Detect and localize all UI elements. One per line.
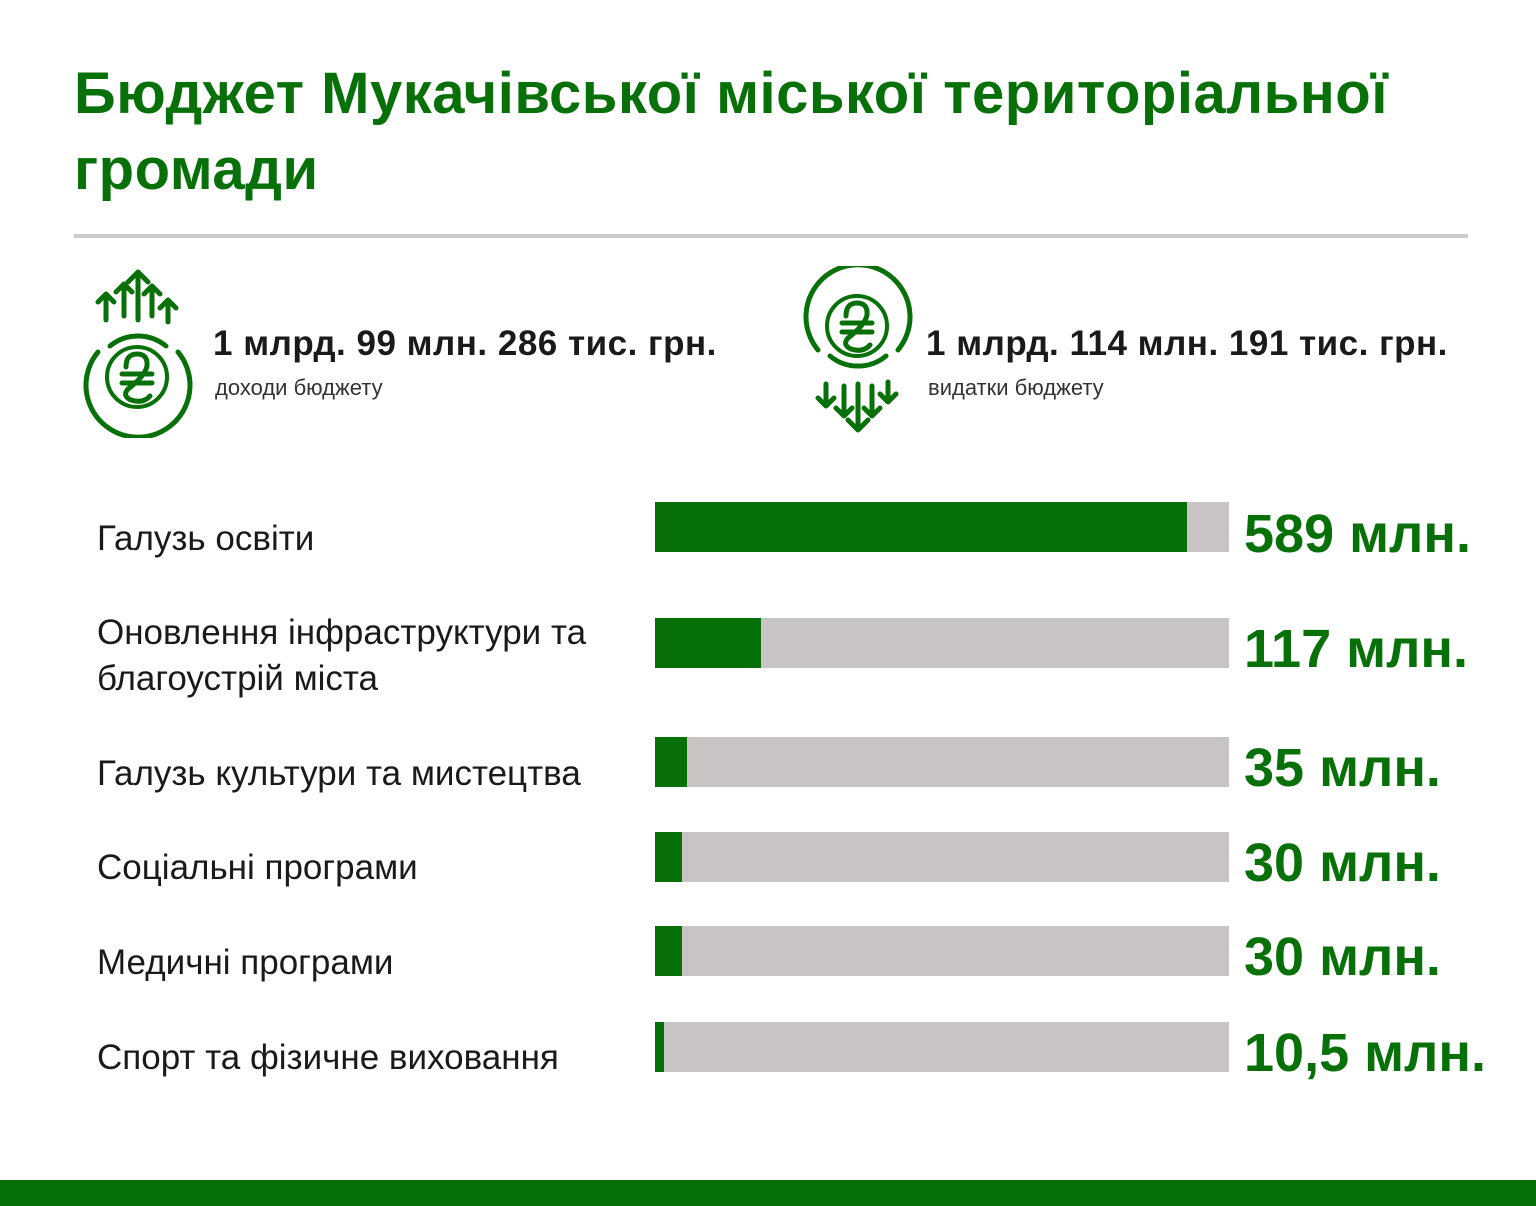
bar-track [655, 737, 1229, 787]
hryvnia-coin-arrows-down-icon [796, 262, 920, 443]
bar-track [655, 618, 1229, 668]
bar-value-label: 10,5 млн. [1244, 1023, 1486, 1083]
bar [655, 832, 682, 882]
bar-track [655, 926, 1229, 976]
bar [655, 618, 761, 668]
income-label: доходи бюджету [215, 375, 383, 400]
title-divider [74, 234, 1468, 238]
expenses-value: 1 млрд. 114 млн. 191 тис. грн. [926, 324, 1448, 363]
category-label: Оновлення інфраструктури та благоустрій … [97, 613, 587, 698]
bar-value-label: 117 млн. [1244, 619, 1468, 679]
bar [655, 926, 682, 976]
bar-value-label: 30 млн. [1244, 927, 1441, 987]
hryvnia-coin-arrows-up-icon [76, 266, 200, 443]
bar-value-label: 35 млн. [1244, 738, 1441, 798]
bar [655, 502, 1187, 552]
bar-value-label: 589 млн. [1244, 504, 1471, 564]
category-label: Галузь освіти [97, 519, 315, 558]
income-value: 1 млрд. 99 млн. 286 тис. грн. [213, 324, 717, 363]
category-label: Галузь культури та мистецтва [97, 754, 581, 793]
category-label: Медичні програми [97, 943, 394, 982]
footer-bar [0, 1180, 1536, 1206]
category-label: Спорт та фізичне виховання [97, 1038, 559, 1077]
bar [655, 1022, 664, 1072]
bar-track [655, 1022, 1229, 1072]
bar-track [655, 832, 1229, 882]
expenses-label: видатки бюджету [928, 375, 1104, 400]
category-label: Соціальні програми [97, 848, 418, 887]
bar-value-label: 30 млн. [1244, 833, 1441, 893]
bar [655, 737, 687, 787]
bar-track [655, 502, 1229, 552]
page-title: Бюджет Мукачівської міської територіальн… [74, 61, 1389, 202]
